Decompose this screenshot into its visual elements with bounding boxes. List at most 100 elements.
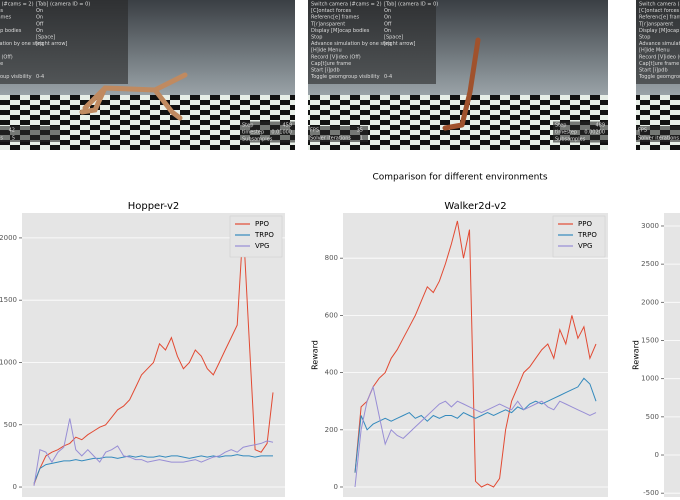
stats-bg	[553, 121, 608, 129]
menu-value: [right arrow]	[36, 41, 67, 47]
menu-key: [H]ide Menu	[639, 48, 670, 54]
legend-label: TRPO	[254, 231, 274, 239]
y-tick-label: 2000	[641, 298, 659, 306]
menu-key: Toggle geomgroup visibility	[638, 74, 680, 80]
menu-value: [Tab] (camera ID = 0)	[384, 2, 438, 8]
stat-value: 5	[12, 136, 15, 142]
menu-key: [C]ontact forces	[311, 8, 352, 14]
stat-value: 1	[360, 136, 363, 142]
stats-bg	[553, 135, 608, 143]
menu-value: [Tab] (camera ID = 0)	[36, 2, 90, 8]
menu-key: Advance simulation by one step	[639, 41, 680, 47]
legend-box	[552, 215, 606, 258]
menu-key: [H]ide Menu	[311, 48, 342, 54]
menu-overlay	[308, 0, 436, 84]
menu-key: Advance simulation by one step	[0, 41, 43, 47]
y-tick-label: 2000	[0, 234, 17, 242]
menu-value: On	[36, 28, 43, 34]
stats-bg	[240, 135, 295, 143]
sim-view: Switch camera (#cams = 2)[Tab] (camera I…	[636, 0, 680, 150]
chart-title: Walker2d-v2	[444, 201, 506, 212]
menu-value: 0-4	[36, 74, 44, 80]
stat-label: Solver iterations	[638, 136, 679, 142]
y-tick-label: 2500	[641, 260, 659, 268]
y-tick-label: 800	[325, 254, 338, 262]
stat-value: 0.01000	[271, 130, 292, 136]
menu-value: [Space]	[384, 35, 403, 41]
menu-value: 0-4	[384, 74, 392, 80]
menu-value: Off	[384, 21, 392, 27]
menu-key: Toggle geomgroup visibility	[310, 74, 380, 80]
stat-value: 42	[9, 128, 15, 134]
menu-key: Record [V]ideo (Off)	[639, 54, 680, 60]
menu-key: Switch camera (#cams = 2)	[0, 2, 34, 8]
menu-key: [C]ontact forces	[639, 8, 680, 14]
menu-key: T[r]ansparent	[638, 21, 673, 27]
menu-value: On	[384, 28, 391, 34]
legend-label: VPG	[255, 242, 269, 250]
menu-key: Switch camera (#cams = 2)	[311, 2, 382, 8]
stat-label: Solver iterations	[310, 136, 351, 142]
stat-label: timestep	[242, 130, 264, 136]
plot-area	[343, 213, 608, 497]
y-tick-label: 1500	[0, 296, 17, 304]
y-tick-label: -500	[643, 489, 659, 497]
menu-key: Referenc[e] frames	[311, 15, 359, 21]
sim-screenshot: Switch camera (#cams = 2)[Tab] (camera I…	[636, 0, 680, 150]
y-tick-label: 0	[655, 451, 659, 459]
y-tick-label: 200	[325, 426, 338, 434]
menu-key: T[r]ansparent	[310, 21, 345, 27]
menu-key: Cap[t]ure frame	[639, 61, 679, 67]
suptitle: Comparison for different environments	[372, 173, 547, 183]
stat-label: Subsamples	[242, 137, 273, 143]
menu-key: Cap[t]ure frame	[0, 61, 3, 67]
legend-label: PPO	[255, 220, 269, 228]
menu-value: On	[36, 15, 43, 21]
robot	[79, 72, 188, 121]
y-axis-label: Reward	[311, 340, 320, 370]
legend-label: VPG	[578, 242, 592, 250]
stat-label: timestep	[555, 130, 577, 136]
chart-title: Hopper-v2	[128, 201, 180, 212]
sim-view: Switch camera (#cams = 2)[Tab] (camera I…	[0, 0, 295, 150]
menu-key: Stop	[639, 35, 650, 41]
menu-key: Referenc[e] frames	[0, 15, 11, 21]
series-line	[354, 385, 597, 488]
menu-key: Switch camera (#cams = 2)	[639, 2, 680, 8]
stat-value: 0.00200	[584, 130, 605, 136]
stat-value: 489	[595, 123, 605, 129]
stat-label: FPS	[638, 128, 647, 134]
menu-key: Record [V]ideo (Off)	[311, 54, 361, 60]
y-tick-label: 0	[334, 483, 338, 491]
menu-key: Display [M]ocap bodies	[0, 28, 22, 34]
stat-label: Solver iterations	[0, 136, 3, 142]
menu-key: Display [M]ocap bodies	[639, 28, 680, 34]
y-tick-label: 1000	[0, 358, 17, 366]
sim-screenshot: Switch camera (#cams = 2)[Tab] (camera I…	[0, 0, 295, 150]
menu-value: [right arrow]	[384, 41, 415, 47]
menu-key: Toggle geomgroup visibility	[0, 74, 32, 80]
stats-bg	[636, 126, 680, 134]
legend-label: PPO	[578, 220, 592, 228]
series-line	[354, 377, 597, 473]
stat-label: Step	[242, 123, 253, 129]
series-line	[33, 454, 273, 484]
series-line	[33, 418, 274, 486]
menu-key: Display [M]ocap bodies	[311, 28, 370, 34]
menu-key: [C]ontact forces	[0, 8, 4, 14]
plot-area	[664, 213, 680, 497]
menu-overlay	[636, 0, 680, 84]
stats-bg	[240, 128, 295, 136]
sim-screenshot: Switch camera (#cams = 2)[Tab] (camera I…	[308, 0, 608, 150]
stat-label: FPS	[310, 128, 319, 134]
y-tick-label: 0	[13, 483, 17, 491]
menu-key: Referenc[e] frames	[639, 15, 680, 21]
y-axis-label: Reward	[632, 340, 641, 370]
menu-key: Record [V]ideo (Off)	[0, 54, 13, 60]
legend-box	[229, 215, 283, 258]
stat-value: 35	[357, 128, 363, 134]
robot	[442, 37, 481, 131]
series-line	[354, 220, 597, 488]
